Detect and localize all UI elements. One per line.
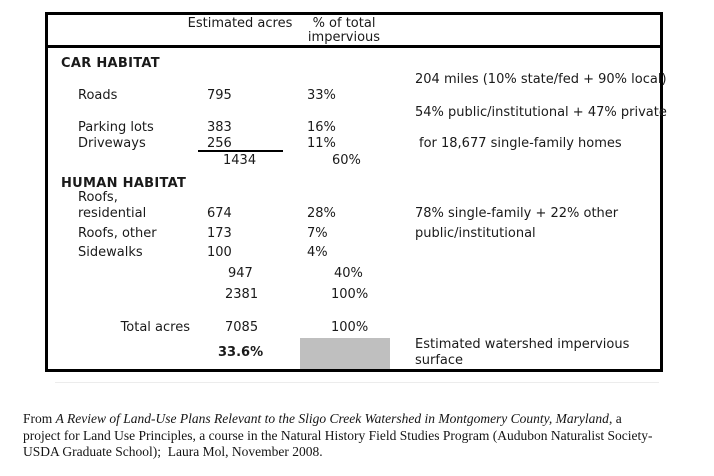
note-roads-miles: 204 miles (10% state/fed + 90% local) — [415, 72, 667, 87]
shaded-impervious-cell — [300, 338, 390, 369]
row-roofs-other-pct: 7% — [307, 226, 328, 241]
row-sidewalks-pct: 4% — [307, 245, 328, 260]
row-sidewalks-label: Sidewalks — [78, 245, 143, 260]
row-roads-acres: 795 — [207, 88, 232, 103]
row-roads-label: Roads — [78, 88, 118, 103]
section-title-human-habitat: HUMAN HABITAT — [61, 176, 187, 191]
note-parking-ownership: 54% public/institutional + 47% private — [415, 105, 667, 120]
row-driveways-pct: 11% — [307, 136, 336, 151]
note-roofs-residential: 78% single-family + 22% other — [415, 206, 619, 221]
citation-prefix: From — [23, 411, 56, 426]
note-driveways-homes: for 18,677 single-family homes — [419, 136, 622, 151]
total-acres-label: Total acres — [120, 320, 190, 335]
header-divider-rule — [48, 45, 660, 48]
car-subtotal-pct: 60% — [332, 153, 361, 168]
row-roofs-residential-label: Roofs, residential — [78, 190, 147, 221]
column-header-estimated-acres: Estimated acres — [187, 16, 293, 31]
column-header-pct-impervious: % of total impervious — [307, 16, 381, 45]
citation-line-3: USDA Graduate School); Laura Mol, Novemb… — [23, 444, 323, 459]
row-parking-lots-pct: 16% — [307, 120, 336, 135]
impervious-total-acres: 2381 — [225, 287, 259, 302]
car-subtotal-sum-line — [198, 150, 283, 152]
row-parking-lots-acres: 383 — [207, 120, 232, 135]
impervious-total-pct: 100% — [331, 287, 369, 302]
row-roofs-residential-acres: 674 — [207, 206, 232, 221]
below-table-rule — [55, 382, 659, 383]
row-roofs-other-acres: 173 — [207, 226, 232, 241]
human-subtotal-pct: 40% — [334, 266, 363, 281]
citation-title: A Review of Land-Use Plans Relevant to t… — [55, 411, 609, 426]
citation-line1-suffix: , a — [608, 411, 622, 426]
row-parking-lots-label: Parking lots — [78, 120, 154, 135]
note-roofs-other: public/institutional — [415, 226, 536, 241]
car-subtotal-acres: 1434 — [223, 153, 257, 168]
total-acres-value: 7085 — [225, 320, 259, 335]
row-driveways-acres: 256 — [207, 136, 232, 151]
citation-line-2: project for Land Use Principles, a cours… — [23, 427, 653, 443]
row-sidewalks-acres: 100 — [207, 245, 232, 260]
total-acres-pct: 100% — [331, 320, 369, 335]
note-impervious-share: Estimated watershed impervious surface — [415, 337, 630, 368]
section-title-car-habitat: CAR HABITAT — [61, 56, 160, 71]
impervious-surface-table: Estimated acres % of total impervious CA… — [45, 12, 667, 372]
row-driveways-label: Driveways — [78, 136, 146, 151]
row-roofs-other-label: Roofs, other — [78, 226, 157, 241]
row-roads-pct: 33% — [307, 88, 336, 103]
citation-caption: From A Review of Land-Use Plans Relevant… — [23, 411, 703, 461]
impervious-share-value: 33.6% — [218, 345, 264, 360]
human-subtotal-acres: 947 — [228, 266, 253, 281]
citation-line-1: From A Review of Land-Use Plans Relevant… — [23, 411, 703, 428]
row-roofs-residential-pct: 28% — [307, 206, 336, 221]
